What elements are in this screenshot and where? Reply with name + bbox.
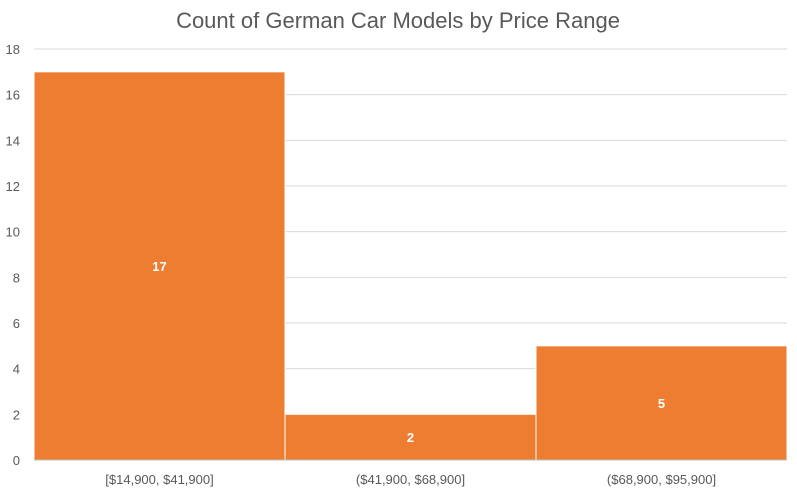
x-category-label: ($41,900, $68,900] [356, 472, 465, 487]
y-tick-label: 18 [6, 42, 20, 57]
x-axis-categories: [$14,900, $41,900] ($41,900, $68,900] ($68… [105, 472, 716, 487]
y-tick-label: 0 [13, 453, 20, 468]
y-tick-label: 2 [13, 407, 20, 422]
chart-title: Count of German Car Models by Price Rang… [176, 8, 620, 33]
y-tick-label: 6 [13, 316, 20, 331]
y-tick-label: 10 [6, 225, 20, 240]
bar-data-label: 17 [152, 259, 166, 274]
y-axis-ticks: 0 2 4 6 8 10 12 14 16 18 [6, 42, 20, 468]
y-tick-label: 16 [6, 88, 20, 103]
x-category-label: [$14,900, $41,900] [105, 472, 213, 487]
y-tick-label: 4 [13, 362, 20, 377]
y-tick-label: 8 [13, 270, 20, 285]
bar-data-label: 5 [658, 396, 665, 411]
bar [33, 71, 286, 461]
y-tick-label: 12 [6, 179, 20, 194]
bar-data-label: 2 [407, 430, 414, 445]
y-tick-label: 14 [6, 133, 20, 148]
x-category-label: ($68,900, $95,900] [607, 472, 716, 487]
